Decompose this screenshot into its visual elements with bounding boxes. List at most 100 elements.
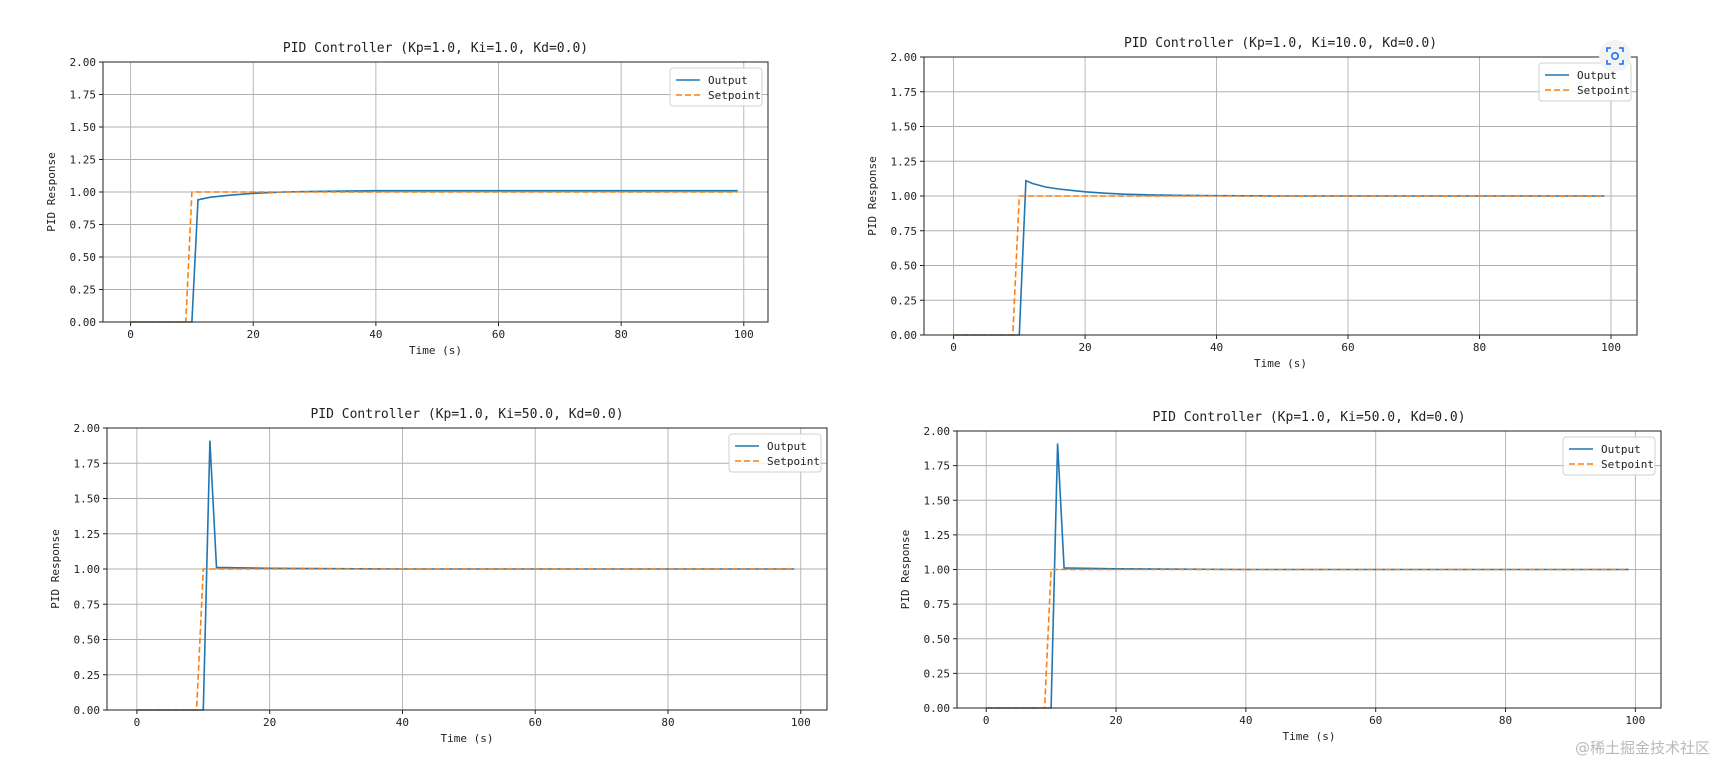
y-tick-label: 0.50 [70, 251, 97, 264]
y-tick-label: 0.75 [74, 598, 101, 611]
y-tick-label: 0.50 [924, 633, 951, 646]
x-tick-label: 80 [1473, 341, 1486, 354]
legend-box [669, 67, 763, 107]
chart-3-svg: 0 20 40 60 80 100 0.00 0.25 0.50 0.75 1.00 1.25 1.50… [49, 407, 828, 745]
legend-box [1538, 62, 1632, 102]
x-tick-label: 40 [369, 328, 382, 341]
legend: Output Setpoint [669, 67, 763, 107]
y-tick-label: 0.00 [891, 329, 918, 342]
y-tick-label: 2.00 [924, 425, 951, 438]
y-tick-label: 0.25 [74, 669, 101, 682]
image-search-icon [1606, 47, 1624, 65]
chart-4-svg: 0 20 40 60 80 100 0.00 0.25 0.50 0.75 1.00 1.25 1.50… [899, 410, 1662, 743]
y-tick-label: 1.25 [74, 528, 101, 541]
legend-label: Output [767, 440, 807, 453]
chart-2: 0 20 40 60 80 100 0.00 0.25 0.50 0.75 1.00 1.25 1.50… [858, 15, 1657, 387]
x-tick-label: 60 [1369, 714, 1382, 727]
legend-label: Setpoint [708, 89, 761, 102]
legend-label: Output [708, 74, 748, 87]
x-tick-label: 60 [529, 716, 542, 729]
y-tick-label: 1.75 [74, 457, 101, 470]
chart-3: 0 20 40 60 80 100 0.00 0.25 0.50 0.75 1.00 1.25 1.50… [41, 386, 847, 762]
series-line-output [136, 440, 795, 711]
y-tick-label: 0.75 [70, 219, 97, 232]
y-axis-label: PID Response [866, 156, 879, 235]
y-tick-label: 1.25 [70, 154, 97, 167]
y-tick-label: 1.50 [74, 493, 101, 506]
x-tick-label: 0 [127, 328, 134, 341]
x-axis-label: Time (s) [409, 344, 462, 357]
x-tick-label: 100 [1625, 714, 1645, 727]
legend: Output Setpoint [1538, 62, 1632, 102]
plot-frame [102, 61, 769, 323]
y-tick-label: 2.00 [891, 51, 918, 64]
y-tick-label: 1.50 [924, 494, 951, 507]
plot-frame [106, 427, 828, 711]
legend-box [1562, 436, 1656, 476]
chart-2-svg: 0 20 40 60 80 100 0.00 0.25 0.50 0.75 1.00 1.25 1.50… [866, 36, 1638, 370]
y-tick-label: 0.00 [924, 702, 951, 715]
x-tick-label: 40 [396, 716, 409, 729]
y-tick-label: 0.75 [891, 225, 918, 238]
y-tick-label: 1.00 [891, 190, 918, 203]
chart-title: PID Controller (Kp=1.0, Ki=50.0, Kd=0.0) [1152, 410, 1465, 425]
chart-4: 0 20 40 60 80 100 0.00 0.25 0.50 0.75 1.00 1.25 1.50… [891, 389, 1681, 760]
x-axis-label: Time (s) [1254, 357, 1307, 370]
chart-title: PID Controller (Kp=1.0, Ki=10.0, Kd=0.0) [1124, 36, 1437, 51]
x-tick-label: 20 [247, 328, 260, 341]
y-tick-label: 0.00 [70, 316, 97, 329]
y-tick-label: 0.25 [924, 667, 951, 680]
x-tick-label: 0 [134, 716, 141, 729]
y-tick-label: 2.00 [70, 56, 97, 69]
series-line-output [953, 179, 1605, 336]
x-tick-label: 40 [1210, 341, 1223, 354]
chart-1-svg: 0 20 40 60 80 100 0.00 0.25 0.50 0.75 1.00 1.25 1.50… [45, 41, 769, 357]
y-axis-label: PID Response [49, 529, 62, 608]
y-tick-label: 1.00 [74, 563, 101, 576]
y-axis-label: PID Response [899, 530, 912, 609]
legend: Output Setpoint [728, 433, 822, 473]
legend-label: Setpoint [767, 455, 820, 468]
x-tick-label: 20 [1078, 341, 1091, 354]
x-tick-label: 60 [492, 328, 505, 341]
x-tick-label: 20 [263, 716, 276, 729]
series-line-output [130, 189, 738, 323]
legend-label: Output [1577, 69, 1617, 82]
y-tick-label: 1.50 [70, 121, 97, 134]
y-tick-label: 1.75 [70, 89, 97, 102]
x-tick-label: 100 [734, 328, 754, 341]
y-axis-label: PID Response [45, 152, 58, 231]
y-tick-label: 0.25 [891, 294, 918, 307]
legend-label: Setpoint [1601, 458, 1654, 471]
x-tick-label: 60 [1341, 341, 1354, 354]
y-tick-label: 0.50 [891, 260, 918, 273]
y-tick-label: 1.25 [924, 529, 951, 542]
series-line-output [986, 443, 1629, 709]
plot-frame [923, 56, 1638, 336]
x-tick-label: 100 [791, 716, 811, 729]
y-tick-label: 0.50 [74, 634, 101, 647]
legend: Output Setpoint [1562, 436, 1656, 476]
y-tick-label: 2.00 [74, 422, 101, 435]
legend-box [728, 433, 822, 473]
x-tick-label: 80 [615, 328, 628, 341]
y-tick-label: 0.25 [70, 284, 97, 297]
x-tick-label: 0 [983, 714, 990, 727]
x-tick-label: 0 [950, 341, 957, 354]
y-tick-label: 1.00 [70, 186, 97, 199]
image-search-button[interactable] [1599, 40, 1631, 72]
y-tick-label: 1.50 [891, 121, 918, 134]
x-axis-label: Time (s) [1283, 730, 1336, 743]
y-tick-label: 1.75 [924, 460, 951, 473]
plot-frame [956, 430, 1662, 709]
x-tick-label: 100 [1601, 341, 1621, 354]
chart-1: 0 20 40 60 80 100 0.00 0.25 0.50 0.75 1.00 1.25 1.50… [37, 20, 788, 374]
x-tick-label: 80 [1499, 714, 1512, 727]
legend-label: Output [1601, 443, 1641, 456]
y-tick-label: 1.75 [891, 86, 918, 99]
legend-label: Setpoint [1577, 84, 1630, 97]
y-tick-label: 1.00 [924, 564, 951, 577]
chart-title: PID Controller (Kp=1.0, Ki=50.0, Kd=0.0) [310, 407, 623, 422]
watermark: @稀土掘金技术社区 [1574, 739, 1710, 757]
y-tick-label: 0.00 [74, 704, 101, 717]
